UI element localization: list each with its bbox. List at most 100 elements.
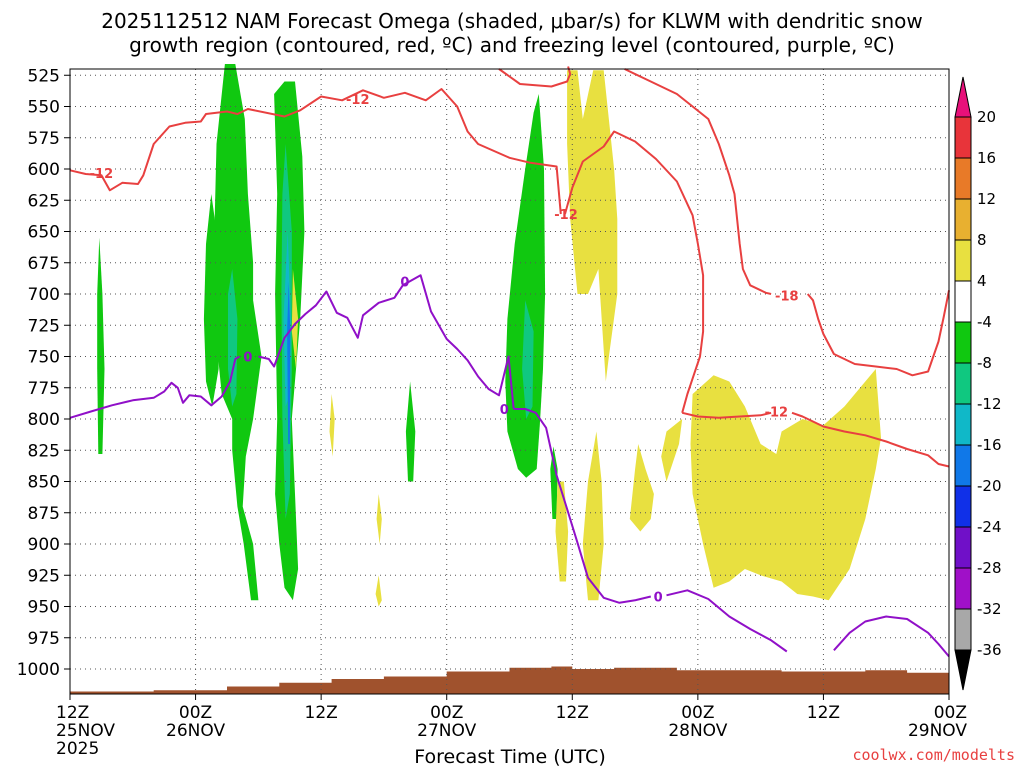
y-tick-label-825: 825 bbox=[28, 441, 60, 461]
y-tick-label-800: 800 bbox=[28, 410, 60, 430]
contour-lines bbox=[69, 66, 950, 658]
x-tick-label-24-0: 12Z bbox=[305, 703, 338, 723]
purple-contour-1 bbox=[258, 274, 515, 410]
colorbar-label-1: 16 bbox=[977, 149, 996, 167]
contour-label-3: -18 bbox=[775, 289, 799, 304]
colorbar-label-3: 8 bbox=[977, 231, 987, 249]
chart-title-line-1: 2025112512 NAM Forecast Omega (shaded, μ… bbox=[101, 9, 923, 33]
red-contour-6 bbox=[806, 290, 950, 377]
colorbar-seg-1 bbox=[954, 116, 972, 159]
red-contour-0 bbox=[69, 88, 562, 215]
y-tick-label-750: 750 bbox=[28, 348, 60, 368]
x-tick-label-0-1: 25NOV bbox=[56, 721, 115, 741]
y-tick-label-875: 875 bbox=[28, 504, 60, 524]
omega-region-7 bbox=[228, 269, 238, 407]
omega-region-13 bbox=[582, 431, 604, 601]
colorbar-seg-4 bbox=[954, 239, 972, 282]
omega-region-16 bbox=[690, 369, 881, 601]
x-tick-label-84-0: 00Z bbox=[934, 703, 967, 723]
red-contour-5 bbox=[624, 68, 772, 295]
y-tick-label-900: 900 bbox=[28, 535, 60, 555]
contour-label-2: -12 bbox=[554, 208, 578, 223]
colorbar-seg-2 bbox=[954, 157, 972, 200]
colorbar-seg-7 bbox=[954, 362, 972, 405]
red-contour-3 bbox=[791, 411, 950, 468]
y-tick-label-675: 675 bbox=[28, 254, 60, 274]
y-tick-label-775: 775 bbox=[28, 379, 60, 399]
omega-region-2 bbox=[203, 194, 220, 407]
contour-label-8: 0 bbox=[654, 591, 663, 606]
colorbar-legend: 20 16 12 8 4 -4 -8 -12 -16 -20 -24 -28 -32 -36 bbox=[954, 76, 1002, 691]
omega-region-20 bbox=[376, 494, 382, 544]
colorbar-label-8: -16 bbox=[977, 436, 1002, 454]
omega-region-18 bbox=[291, 269, 299, 369]
omega-region-19 bbox=[329, 394, 335, 457]
colorbar-label-13: -36 bbox=[977, 641, 1002, 659]
omega-region-5 bbox=[550, 446, 558, 519]
red-contour-1 bbox=[564, 130, 705, 414]
omega-region-14 bbox=[629, 444, 654, 532]
colorbar-seg-8 bbox=[954, 403, 972, 446]
x-tick-label-12-0: 00Z bbox=[179, 703, 212, 723]
omega-region-3 bbox=[97, 237, 105, 454]
colorbar-label-0: 20 bbox=[977, 108, 996, 126]
x-tick-label-36-1: 27NOV bbox=[417, 721, 476, 741]
colorbar-seg-5 bbox=[954, 280, 972, 323]
contour-label-7: 0 bbox=[500, 403, 509, 418]
x-tick-label-84-1: 29NOV bbox=[908, 721, 967, 741]
x-tick-label-48-0: 12Z bbox=[556, 703, 589, 723]
x-tick-label-36-0: 00Z bbox=[430, 703, 463, 723]
contour-label-6: 0 bbox=[400, 276, 409, 291]
omega-region-21 bbox=[375, 575, 382, 607]
x-axis-title: Forecast Time (UTC) bbox=[414, 746, 605, 768]
y-axis: 525 550 575 600 625 650 675 700 725 750 775 800 825 8… bbox=[17, 66, 70, 680]
x-tick-label-0-2: 2025 bbox=[56, 739, 99, 759]
colorbar-label-9: -20 bbox=[977, 477, 1002, 495]
colorbar-seg-9 bbox=[954, 444, 972, 487]
omega-region-6 bbox=[405, 381, 416, 482]
purple-contour-0 bbox=[69, 355, 241, 419]
omega-region-11 bbox=[287, 281, 291, 444]
y-tick-label-975: 975 bbox=[28, 629, 60, 649]
y-tick-label-625: 625 bbox=[28, 191, 60, 211]
colorbar-label-5: -4 bbox=[977, 313, 992, 331]
purple-contour-2 bbox=[513, 408, 652, 604]
omega-region-15 bbox=[661, 419, 683, 482]
x-tick-label-0-0: 12Z bbox=[56, 703, 89, 723]
y-tick-label-725: 725 bbox=[28, 316, 60, 336]
colorbar-label-12: -32 bbox=[977, 600, 1002, 618]
plot-frame bbox=[69, 68, 950, 695]
colorbar-seg-12 bbox=[954, 567, 972, 610]
red-contour-4 bbox=[498, 66, 572, 88]
x-tick-label-60-1: 28NOV bbox=[668, 721, 727, 741]
credit-text: coolwx.com/modelts bbox=[852, 746, 1015, 764]
contour-label-5: 0 bbox=[243, 351, 252, 366]
colorbar-bottom-arrow bbox=[954, 649, 972, 691]
y-tick-label-950: 950 bbox=[28, 598, 60, 618]
x-tick-label-60-0: 00Z bbox=[681, 703, 714, 723]
colorbar-label-4: 4 bbox=[977, 272, 987, 290]
purple-contour-4 bbox=[833, 615, 950, 658]
contour-labels: -12 -12 -12 -18 -12 0 0 0 0 bbox=[90, 93, 799, 606]
colorbar-seg-3 bbox=[954, 198, 972, 241]
chart-title-line-2: growth region (contoured, red, ºC) and f… bbox=[129, 33, 895, 57]
terrain-fill bbox=[70, 666, 949, 694]
colorbar-label-11: -28 bbox=[977, 559, 1002, 577]
red-contour-2 bbox=[681, 411, 772, 419]
x-tick-label-72-0: 12Z bbox=[807, 703, 840, 723]
y-tick-label-700: 700 bbox=[28, 285, 60, 305]
y-tick-label-600: 600 bbox=[28, 160, 60, 180]
purple-contour-3 bbox=[666, 589, 788, 653]
colorbar-top-arrow bbox=[954, 76, 972, 118]
omega-region-4 bbox=[505, 94, 546, 478]
y-tick-label-575: 575 bbox=[28, 129, 60, 149]
omega-shaded-regions bbox=[97, 64, 881, 607]
colorbar-label-10: -24 bbox=[977, 518, 1002, 536]
contour-label-0: -12 bbox=[90, 167, 114, 182]
omega-region-9 bbox=[522, 300, 534, 419]
y-tick-label-850: 850 bbox=[28, 473, 60, 493]
y-tick-label-525: 525 bbox=[28, 66, 60, 86]
y-tick-label-925: 925 bbox=[28, 566, 60, 586]
